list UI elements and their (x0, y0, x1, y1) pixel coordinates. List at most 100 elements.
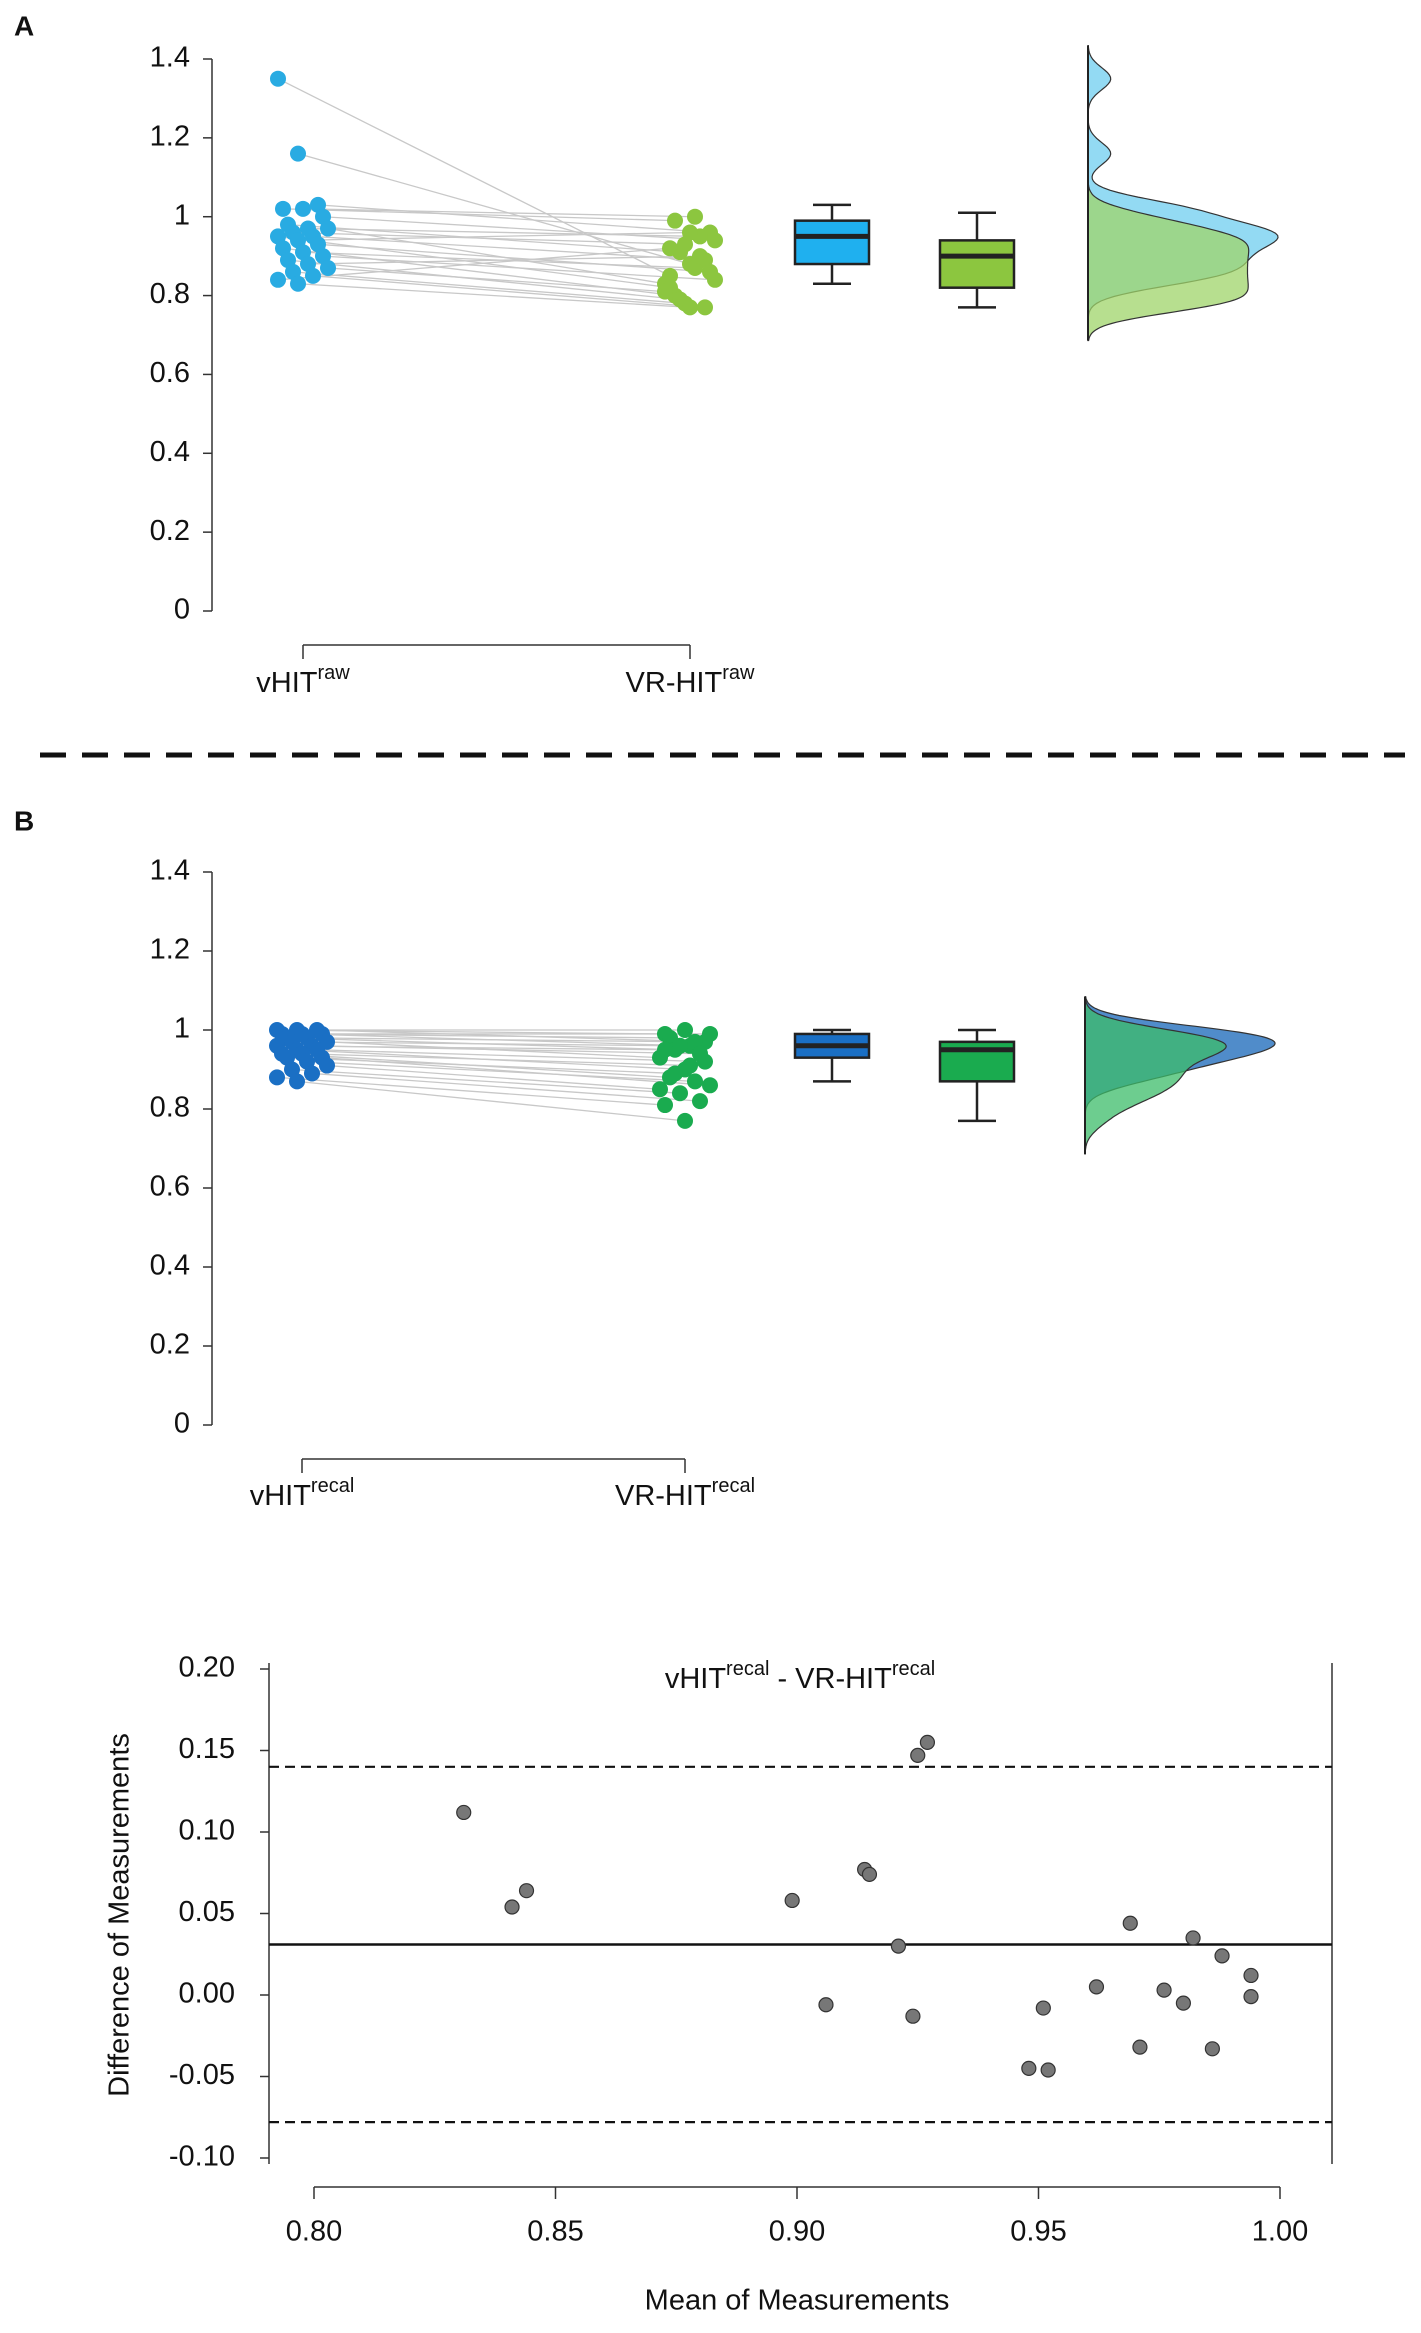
y-tick-label: 0.00 (179, 1978, 235, 2010)
pair-line (291, 1041, 681, 1047)
data-point (818, 1997, 834, 2013)
data-point (861, 1866, 878, 1882)
y-tick-label: 1 (174, 199, 190, 231)
data-point (682, 1057, 698, 1074)
density (1087, 182, 1250, 342)
data-point (269, 1069, 285, 1086)
pair-line (326, 1064, 661, 1090)
y-tick-label: 0.15 (179, 1733, 235, 1765)
pair-line (312, 275, 706, 309)
data-point (1204, 2041, 1220, 2057)
data-point (890, 1938, 907, 1954)
chart-title: vHITrecal - VR-HITrecal (665, 1658, 935, 1694)
x-tick-label: vHITrecal (250, 1475, 355, 1511)
data-point (702, 1025, 718, 1042)
data-point (662, 240, 678, 257)
data-point (270, 271, 286, 288)
pair-line (322, 216, 716, 242)
data-point (1088, 1979, 1105, 1995)
data-point (456, 1804, 472, 1821)
y-tick-label: -0.10 (169, 2141, 235, 2173)
title-superscript: recal (892, 1658, 935, 1680)
data-point (672, 1085, 688, 1102)
category-superscript: raw (722, 662, 755, 684)
data-point (295, 200, 311, 217)
pair-line (277, 247, 671, 281)
data-point (1175, 1995, 1192, 2011)
data-point (504, 1899, 520, 1915)
data-point (319, 1057, 335, 1074)
data-point (682, 224, 698, 241)
box (938, 239, 1016, 289)
data-point (1021, 2060, 1037, 2076)
data-point (687, 208, 703, 225)
data-point (910, 1747, 926, 1763)
data-point (657, 1097, 673, 1114)
panel-label: B (14, 805, 34, 836)
data-point (687, 1073, 703, 1090)
panel-label: A (14, 10, 34, 41)
pair-line (317, 204, 711, 234)
y-tick-label: 1.2 (150, 121, 190, 153)
data-point (692, 248, 708, 265)
data-point (682, 299, 698, 316)
pair-line (312, 235, 706, 261)
data-point (652, 1081, 668, 1098)
category-name: VR-HIT (626, 667, 723, 699)
data-point (697, 1053, 713, 1070)
pair-line (327, 267, 666, 293)
data-point (692, 1093, 708, 1110)
data-point (1040, 2062, 1056, 2078)
y-tick-label: 1 (174, 1013, 190, 1045)
data-point (270, 70, 286, 87)
data-point (1214, 1948, 1230, 1964)
y-tick-label: 0.8 (150, 1092, 190, 1124)
data-point (657, 283, 673, 300)
data-point (320, 220, 336, 237)
data-point (1132, 2039, 1148, 2055)
y-tick-label: 1.4 (150, 42, 190, 74)
data-point (919, 1734, 936, 1750)
pair-line (322, 255, 716, 281)
data-point (320, 259, 336, 276)
data-point (1243, 1989, 1259, 2005)
data-point (305, 267, 321, 284)
x-tick-label: 0.95 (1010, 2216, 1066, 2248)
x-tick-label: VR-HITraw (626, 662, 755, 698)
data-point (707, 271, 723, 288)
pair-line (311, 1072, 701, 1102)
pair-line (306, 1060, 696, 1082)
category-name: vHIT (256, 667, 318, 699)
pair-line (291, 1068, 681, 1094)
data-point (290, 145, 306, 162)
x-tick-label: vHITraw (256, 662, 350, 698)
y-axis-label: Difference of Measurements (104, 1733, 136, 2097)
x-tick-label: VR-HITrecal (615, 1475, 755, 1511)
pair-line (296, 1080, 686, 1122)
y-tick-label: 0.10 (179, 1815, 235, 1847)
pair-line (316, 1049, 706, 1063)
pair-line (297, 283, 691, 309)
y-tick-label: 0.4 (150, 436, 190, 468)
data-point (702, 1077, 718, 1094)
pair-line (307, 227, 701, 238)
y-tick-label: 0.2 (150, 1329, 190, 1361)
x-tick-label: 0.85 (527, 2216, 583, 2248)
data-point (677, 1022, 693, 1038)
x-tick-label: 1.00 (1252, 2216, 1308, 2248)
data-point (1122, 1915, 1138, 1931)
x-tick-label: 0.80 (286, 2216, 342, 2248)
title-text: - VR-HIT (769, 1663, 892, 1695)
x-axis-label: Mean of Measurements (645, 2285, 950, 2317)
title-text: vHIT (665, 1663, 727, 1695)
pair-line (281, 1033, 671, 1039)
pair-line (307, 255, 701, 265)
density (1084, 996, 1227, 1155)
category-superscript: recal (712, 1475, 755, 1497)
data-point (1185, 1930, 1201, 1946)
data-point (1035, 2000, 1051, 2016)
y-tick-label: -0.05 (169, 2059, 235, 2091)
data-point (304, 1065, 320, 1082)
